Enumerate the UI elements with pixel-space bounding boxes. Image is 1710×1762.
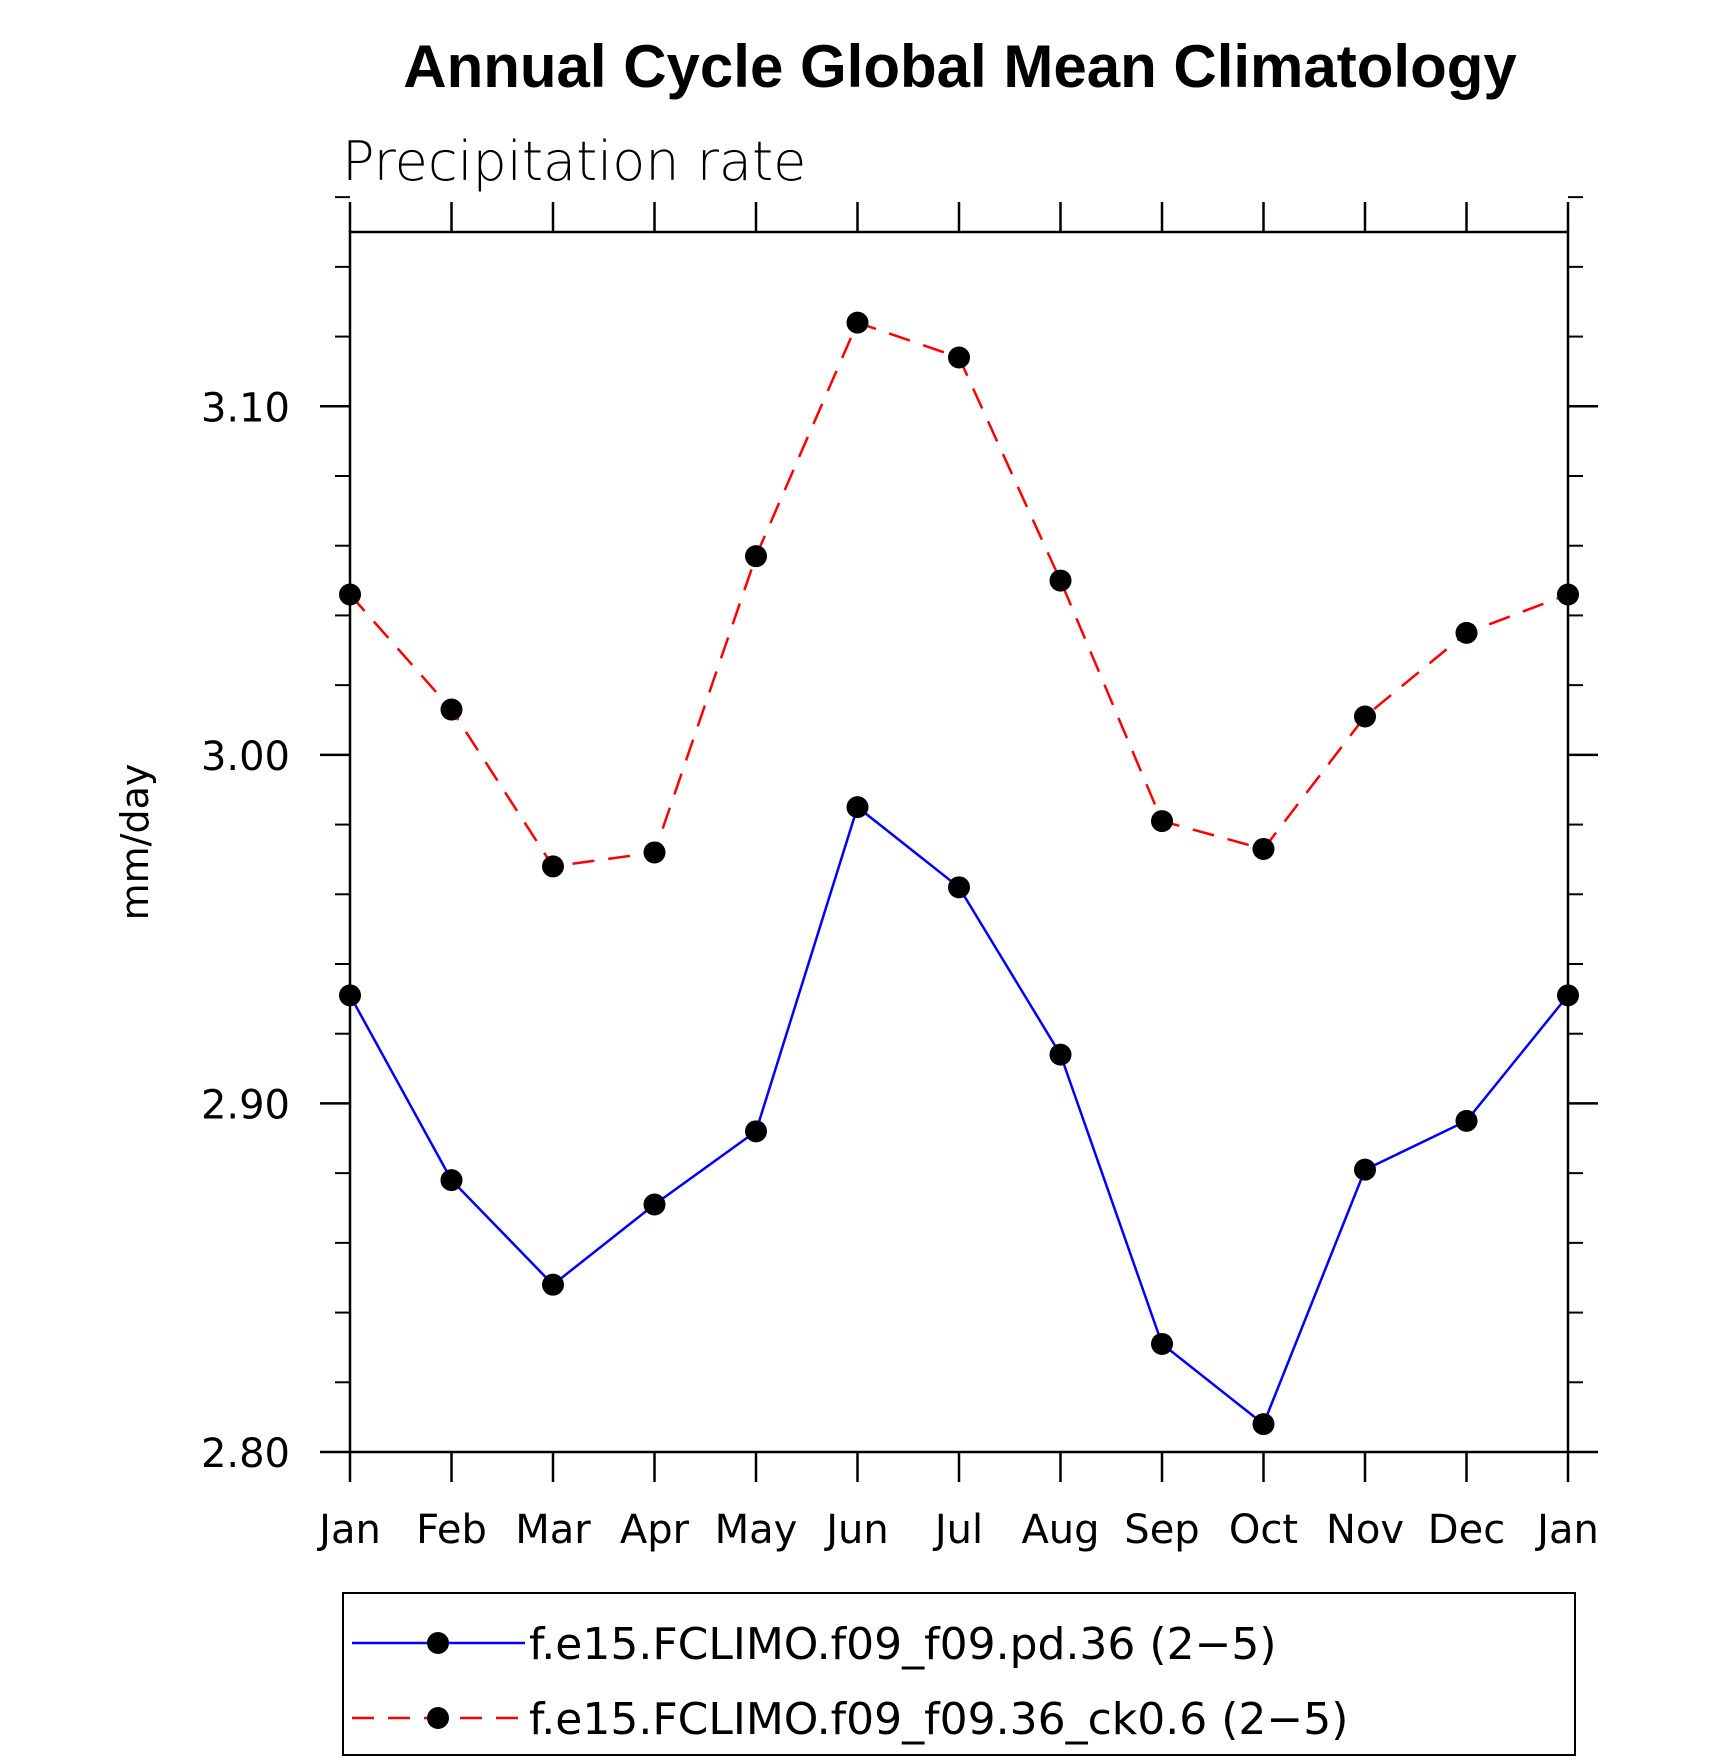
x-tick-label: Jan — [1534, 1507, 1599, 1553]
plot-frame — [348, 230, 1570, 1454]
series-2-point — [745, 545, 767, 568]
x-tick-label: Aug — [1021, 1507, 1099, 1553]
legend-marker-2 — [427, 1707, 449, 1729]
series-1-point — [745, 1120, 767, 1143]
x-tick-label: Mar — [515, 1507, 591, 1553]
series-1-point — [1151, 1332, 1173, 1355]
series-line-2 — [349, 321, 1569, 868]
series-1-point — [1354, 1158, 1376, 1181]
x-tick-label: Sep — [1124, 1507, 1199, 1553]
series-2-point — [643, 841, 666, 864]
series-2-point — [948, 346, 970, 369]
series-2-point — [1354, 705, 1376, 728]
series-2-point — [1151, 810, 1173, 833]
series-2-point — [440, 698, 463, 721]
x-tick-label: Feb — [416, 1507, 487, 1553]
series-2-point — [1252, 837, 1275, 860]
series-1-point — [339, 984, 361, 1007]
x-tick-label: Jun — [823, 1507, 889, 1553]
legend-label-2: f.e15.FCLIMO.f09_f09.36_ck0.6 (2−5) — [529, 1694, 1348, 1745]
x-tick-label: May — [715, 1507, 798, 1553]
legend: f.e15.FCLIMO.f09_f09.pd.36 (2−5) f.e15.FC… — [342, 1592, 1576, 1756]
series-1-point — [643, 1193, 666, 1216]
series-1-point — [1049, 1043, 1072, 1066]
series-1-point — [1557, 984, 1579, 1007]
chart-subtitle: Precipitation rate — [342, 130, 806, 193]
series-line-1 — [348, 804, 1569, 1427]
series-2-point — [542, 855, 564, 878]
y-tick-label: 3.10 — [201, 385, 290, 431]
chart-title: Annual Cycle Global Mean Climatology — [403, 33, 1517, 100]
series-1-point — [846, 796, 869, 819]
x-tick-label: Apr — [620, 1507, 690, 1553]
legend-marker-1 — [427, 1632, 449, 1654]
x-tick-label: Oct — [1229, 1507, 1298, 1553]
y-tick-label: 2.90 — [201, 1082, 290, 1128]
y-tick-label: 2.80 — [201, 1431, 290, 1477]
legend-items: f.e15.FCLIMO.f09_f09.pd.36 (2−5) f.e15.FC… — [352, 1619, 1348, 1745]
legend-label-1: f.e15.FCLIMO.f09_f09.pd.36 (2−5) — [529, 1619, 1277, 1670]
series-1-point — [440, 1169, 463, 1192]
series-1-point — [948, 876, 970, 899]
legend-box — [342, 1592, 1576, 1756]
series-2-point — [1455, 621, 1478, 644]
series-1-point — [1455, 1109, 1478, 1132]
y-tick-label: 3.00 — [201, 734, 290, 780]
series-2-point — [1557, 583, 1579, 606]
series-1-point — [542, 1273, 564, 1296]
x-tick-label: Jul — [932, 1507, 983, 1553]
x-tick-label: Dec — [1428, 1507, 1505, 1553]
plot-area: Jan Feb Mar Apr May Jun Jul Aug Sep Oct Nov Dec Jan 2… — [201, 196, 1599, 1553]
x-tick-label: Jan — [316, 1507, 381, 1553]
series-2-point — [339, 583, 361, 606]
x-tick-label: Nov — [1326, 1507, 1404, 1553]
series-2-point — [846, 311, 869, 334]
y-axis-label: mm/day — [113, 764, 157, 921]
series-2-point — [1049, 569, 1072, 592]
series-1-point — [1252, 1413, 1275, 1436]
